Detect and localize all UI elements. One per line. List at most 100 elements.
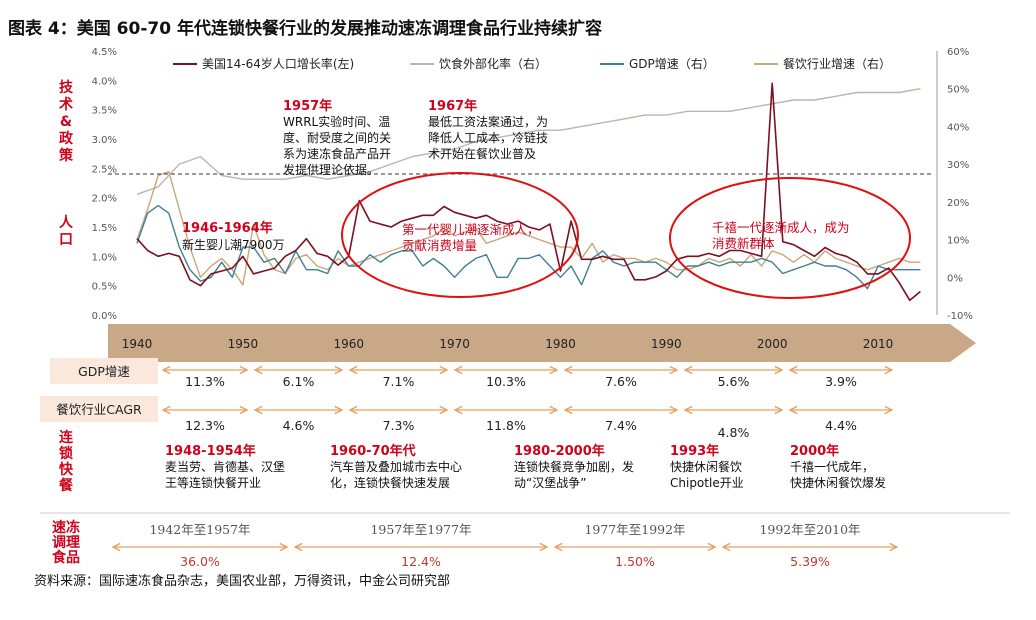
annotation-boom1: 第一代婴儿潮逐渐成人，贡献消费增量 [402,222,540,253]
row-label-frozen: 速冻调理食品 [52,519,80,566]
baby-boom-ellipse [341,172,579,298]
frozen-period: 1957年至1977年 [370,522,471,537]
y-left-tick: 4.0% [92,76,117,87]
x-tick-label: 1990 [651,337,682,351]
svg-text:术开始在餐饮业普及: 术开始在餐饮业普及 [428,146,536,161]
series-population-line [136,82,921,302]
x-tick-label: 2010 [863,337,894,351]
rest-row-rate: 7.3% [383,418,415,433]
y-right-tick: 10% [947,236,969,247]
y-left-tick: 3.5% [92,106,117,117]
gdp-row-segment: 7.6% [565,370,677,389]
annotation-1957: 1957年WRRL实验时间、温度、耐受度之间的关系为速冻食品产品开发提供理论依据… [283,98,391,177]
rest-row-segment: 4.4% [790,410,892,433]
gdp-row-segment: 11.3% [163,370,247,389]
y-right-tick: 40% [947,122,969,133]
x-tick-label: 1950 [228,337,259,351]
x-tick-label: 1940 [122,337,153,351]
frozen-segment: 1957年至1977年 12.4% [295,522,547,569]
y-left-tick: 1.5% [92,223,117,234]
frozen-rate: 36.0% [180,554,220,569]
y-right-tick: 60% [947,47,969,58]
svg-text:1946-1964年: 1946-1964年 [182,220,273,236]
rest-row-rate: 4.6% [283,418,315,433]
svg-text:降低人工成本，冷链技: 降低人工成本，冷链技 [428,130,548,145]
gdp-row-rate: 11.3% [185,374,225,389]
svg-text:贡献消费增量: 贡献消费增量 [402,238,477,253]
series-away-line [136,88,921,195]
svg-text:汽车普及叠加城市去中心: 汽车普及叠加城市去中心 [330,459,462,474]
series-restaurant-line [136,170,921,286]
x-tick-label: 2000 [757,337,788,351]
row-label-tech: 技术&政策 [58,79,74,164]
svg-text:WRRL实验时间、温: WRRL实验时间、温 [283,114,390,129]
x-tick-label: 1960 [333,337,364,351]
frozen-segment: 1977年至1992年 1.50% [555,522,715,569]
frozen-rate: 5.39% [790,554,830,569]
timeline-arrow [108,324,976,362]
gdp-row-segment: 3.9% [790,370,892,389]
millennial-ellipse [669,177,911,299]
legend-label-gdp: GDP增速（右） [629,56,715,71]
gdp-row-segment: 5.6% [685,370,782,389]
frozen-segment: 1942年至1957年 36.0% [113,522,287,569]
row-label-population: 人口 [59,214,74,248]
svg-text:千禧一代逐渐成人，成为: 千禧一代逐渐成人，成为 [712,220,850,235]
gdp-row-label: GDP增速 [78,364,130,379]
svg-text:快捷休闲餐饮爆发: 快捷休闲餐饮爆发 [790,475,886,490]
gdp-row-rate: 5.6% [718,374,750,389]
svg-text:1980-2000年: 1980-2000年 [514,443,605,459]
svg-text:1948-1954年: 1948-1954年 [165,443,256,459]
rest-row-segment: 4.8% [685,410,782,440]
y-left-tick: 2.5% [92,164,117,175]
row-label-chain: 连锁快餐 [58,429,74,494]
x-tick-label: 1970 [439,337,470,351]
rest-row-segment: 4.6% [255,410,342,433]
frozen-rate: 12.4% [401,554,441,569]
svg-text:1960-70年代: 1960-70年代 [330,443,416,459]
svg-text:麦当劳、肯德基、汉堡: 麦当劳、肯德基、汉堡 [165,459,285,474]
svg-text:发提供理论依据。: 发提供理论依据。 [283,162,379,177]
y-left-tick: 0.5% [92,282,117,293]
gdp-row-rate: 10.3% [486,374,526,389]
y-left-tick: 2.0% [92,194,117,205]
rest-row-segment: 11.8% [455,410,557,433]
y-left-tick: 0.0% [92,311,117,322]
gdp-row-rate: 7.1% [383,374,415,389]
y-right-tick: 50% [947,85,969,96]
frozen-segment: 1992年至2010年 5.39% [723,522,897,569]
gdp-row-segment: 10.3% [455,370,557,389]
rest-row-rate: 4.8% [718,425,750,440]
y-right-tick: 30% [947,160,969,171]
svg-text:系为速冻食品产品开: 系为速冻食品产品开 [283,146,391,161]
page-title: 图表 4：美国 60-70 年代连锁快餐行业的发展推动速冻调理食品行业持续扩容 [8,19,602,39]
legend-label-restaurant: 餐饮行业增速（右） [783,56,891,71]
rest-row-segment: 7.3% [350,410,447,433]
svg-text:1993年: 1993年 [670,443,719,459]
gdp-row-rate: 3.9% [825,374,857,389]
rest-row-label-box [40,396,158,422]
svg-text:第一代婴儿潮逐渐成人，: 第一代婴儿潮逐渐成人， [402,222,540,237]
svg-text:化，连锁快餐快速发展: 化，连锁快餐快速发展 [330,475,450,490]
svg-text:王等连锁快餐开业: 王等连锁快餐开业 [165,475,261,490]
y-left-tick: 4.5% [92,47,117,58]
rest-row-segment: 7.4% [565,410,677,433]
source-note: 资料来源：国际速冻食品杂志，美国农业部，万得资讯，中金公司研究部 [34,574,451,589]
series-gdp-line [136,204,921,290]
svg-text:连锁快餐竞争加剧，发: 连锁快餐竞争加剧，发 [514,459,634,474]
y-right-tick: 20% [947,198,969,209]
y-left-tick: 1.0% [92,252,117,263]
legend-label-away: 饮食外部化率（右） [439,56,547,71]
rest-row-rate: 7.4% [605,418,637,433]
x-tick-label: 1980 [545,337,576,351]
svg-text:消费新群体: 消费新群体 [712,236,775,251]
svg-text:1957年: 1957年 [283,98,332,114]
gdp-row-rate: 6.1% [283,374,315,389]
